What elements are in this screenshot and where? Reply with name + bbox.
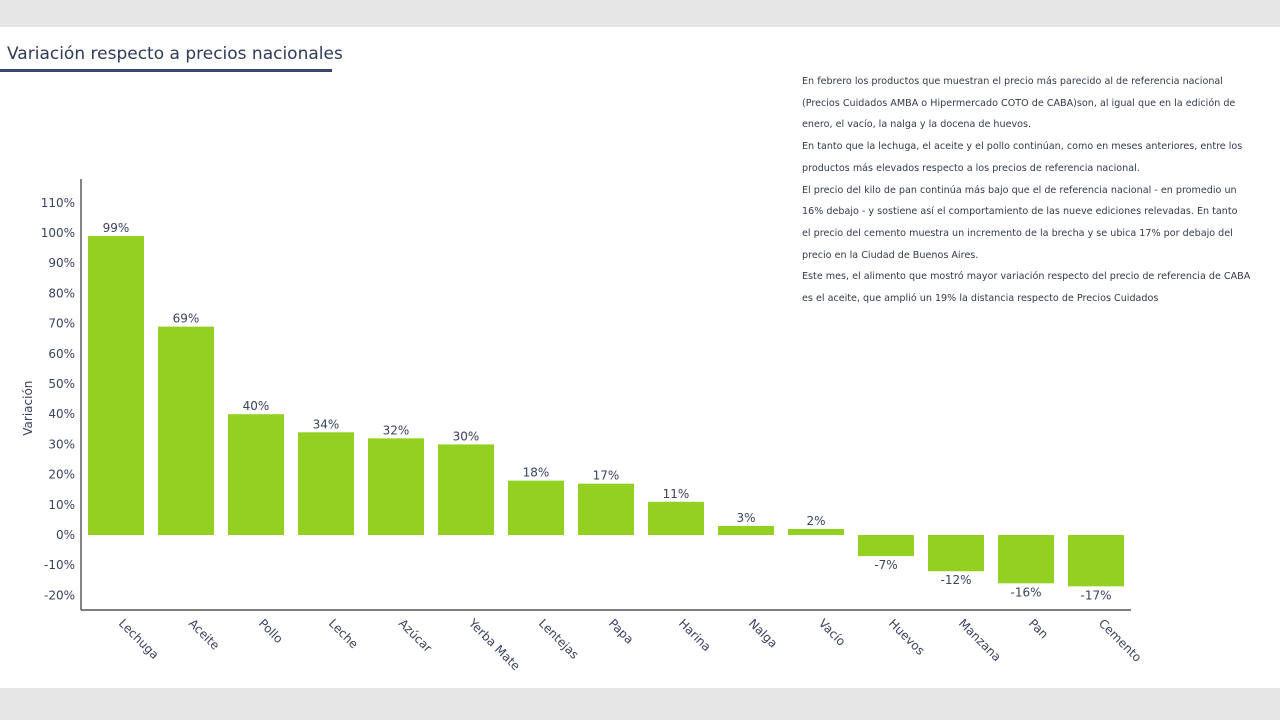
bar-pan [998, 535, 1054, 584]
x-tick-label: Huevos [886, 616, 928, 658]
commentary-line: Este mes, el alimento que mostró mayor v… [802, 271, 1251, 283]
section-title: Variación respecto a precios nacionales [7, 44, 343, 64]
bar-cemento [1068, 535, 1124, 587]
bar-aceite [158, 326, 214, 535]
y-tick-label: 90% [48, 256, 75, 270]
commentary-line: En tanto que la lechuga, el aceite y el … [802, 141, 1243, 153]
x-tick-label: Nalga [746, 616, 780, 650]
x-tick-label: Pollo [256, 616, 286, 646]
commentary-line: productos más elevados respecto a los pr… [802, 162, 1140, 174]
x-tick-label: Azúcar [396, 616, 435, 655]
y-tick-label: 40% [48, 407, 75, 421]
x-tick-label: Lechuga [116, 616, 162, 662]
x-tick-label: Cemento [1096, 616, 1144, 664]
data-label: -16% [1010, 585, 1041, 599]
bar-yerba-mate [438, 444, 494, 535]
bar-leche [298, 432, 354, 535]
y-tick-label: 50% [48, 377, 75, 391]
bar-huevos [858, 535, 914, 557]
commentary-line: es el aceite, que amplió un 19% la dista… [802, 293, 1159, 305]
data-label: 2% [806, 514, 825, 528]
data-label: 69% [173, 312, 200, 326]
data-label: -7% [874, 558, 897, 572]
y-tick-label: 80% [48, 286, 75, 300]
data-label: 34% [313, 417, 340, 431]
commentary-line: 16% debajo - y sostiene así el comportam… [802, 206, 1238, 218]
bar-papa [578, 483, 634, 535]
bar-harina [648, 501, 704, 535]
x-tick-label: Vacío [816, 616, 848, 648]
x-tick-label: Manzana [956, 616, 1004, 664]
bar-lentejas [508, 480, 564, 535]
commentary-line: El precio del kilo de pan continúa más b… [802, 184, 1237, 196]
x-tick-label: Lentejas [536, 616, 582, 662]
data-label: 40% [243, 399, 270, 413]
x-tick-label: Pan [1026, 616, 1051, 641]
data-label: 99% [103, 221, 130, 235]
y-tick-label: 100% [41, 226, 75, 240]
bar-lechuga [88, 236, 144, 535]
y-tick-label: -10% [44, 558, 75, 572]
commentary-line: enero, el vacío, la nalga y la docena de… [802, 119, 1032, 131]
commentary-line: precio en la Ciudad de Buenos Aires. [802, 249, 979, 261]
commentary-text: En febrero los productos que muestran el… [802, 71, 1280, 310]
y-tick-label: 30% [48, 437, 75, 451]
bar-azúcar [368, 438, 424, 535]
data-label: 3% [736, 511, 755, 525]
data-label: 30% [453, 429, 480, 443]
y-tick-label: 20% [48, 468, 75, 482]
commentary-line: el precio del cemento muestra un increme… [802, 227, 1233, 239]
data-label: 18% [523, 466, 550, 480]
y-tick-label: 70% [48, 317, 75, 331]
y-tick-label: 0% [56, 528, 75, 542]
report-panel: Variación respecto a precios nacionales … [0, 27, 1280, 688]
bar-manzana [928, 535, 984, 572]
variation-bar-chart: 110% 100% 90% 80% 70% 60% 50% 40% 30% 20% 10% 0% -10… [21, 179, 1144, 674]
x-tick-label: Papa [606, 616, 636, 646]
y-tick-label: -20% [44, 588, 75, 602]
data-label: 17% [593, 469, 620, 483]
y-tick-label: 60% [48, 347, 75, 361]
bar-vacío [788, 528, 844, 535]
x-tick-label: Aceite [186, 616, 222, 652]
x-tick-label: Harina [676, 616, 714, 654]
x-tick-label: Yerba Mate [465, 616, 523, 674]
data-label: -12% [940, 573, 971, 587]
commentary-line: (Precios Cuidados AMBA o Hipermercado CO… [802, 97, 1236, 109]
title-underline [0, 69, 332, 72]
y-tick-label: 110% [41, 196, 75, 210]
x-tick-label: Leche [326, 616, 361, 651]
y-tick-label: 10% [48, 498, 75, 512]
data-label: -17% [1080, 588, 1111, 602]
bar-pollo [228, 414, 284, 535]
bar-nalga [718, 525, 774, 535]
commentary-line: En febrero los productos que muestran el… [802, 76, 1223, 87]
data-label: 11% [663, 487, 690, 501]
data-label: 32% [383, 423, 410, 437]
y-axis-title: Variación [21, 381, 35, 436]
